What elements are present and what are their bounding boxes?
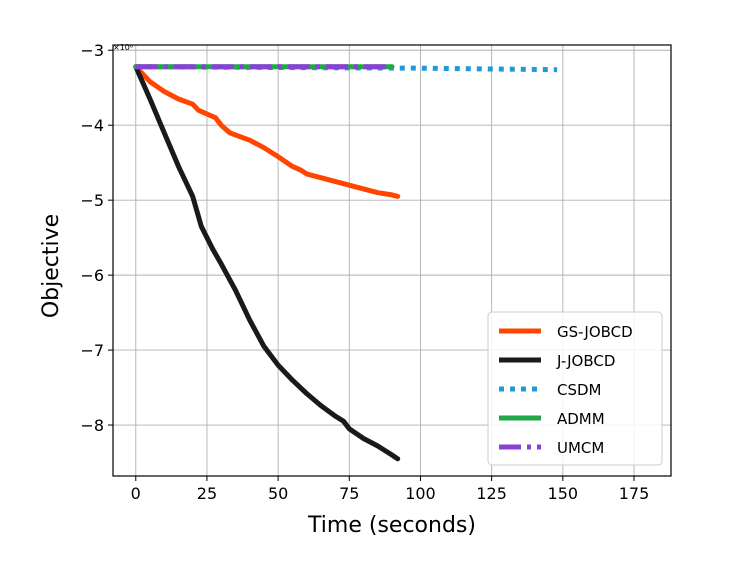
legend-label: ADMM (557, 410, 605, 428)
legend-label: CSDM (557, 381, 602, 399)
x-tick-label: 175 (619, 484, 650, 503)
y-tick-label: −8 (80, 416, 104, 435)
x-tick-label: 0 (131, 484, 141, 503)
y-multiplier: ×10⁶ (113, 43, 133, 52)
series-layer (133, 64, 558, 462)
x-tick-label: 150 (548, 484, 579, 503)
y-tick-label: −7 (80, 341, 104, 360)
plot-frame (112, 44, 672, 477)
y-tick-label: −5 (80, 191, 104, 210)
x-tick-label: 50 (268, 484, 288, 503)
y-tick-label: −3 (80, 41, 104, 60)
legend-label: J-JOBCD (556, 352, 615, 370)
legend-label: UMCM (557, 439, 604, 457)
x-tick-label: 100 (405, 484, 436, 503)
legend-label: GS-JOBCD (557, 323, 633, 341)
x-tick-label: 75 (339, 484, 359, 503)
ticks: 0 25 50 75 100 125 150 175 −3 −4 −5 −6 −7 −8 (80, 41, 649, 503)
x-tick-label: 125 (476, 484, 507, 503)
series-line-j-jobcd (133, 64, 401, 462)
y-axis-title: Objective (39, 214, 64, 318)
series-line-gs-jobcd (133, 64, 401, 199)
y-tick-label: −4 (80, 116, 104, 135)
x-axis-title: Time (seconds) (307, 513, 476, 538)
legend-box (487, 311, 663, 466)
y-tick-label: −6 (80, 266, 104, 285)
legend: GS-JOBCD J-JOBCD CSDM ADMM UMCM (487, 311, 663, 466)
x-tick-label: 25 (197, 484, 217, 503)
